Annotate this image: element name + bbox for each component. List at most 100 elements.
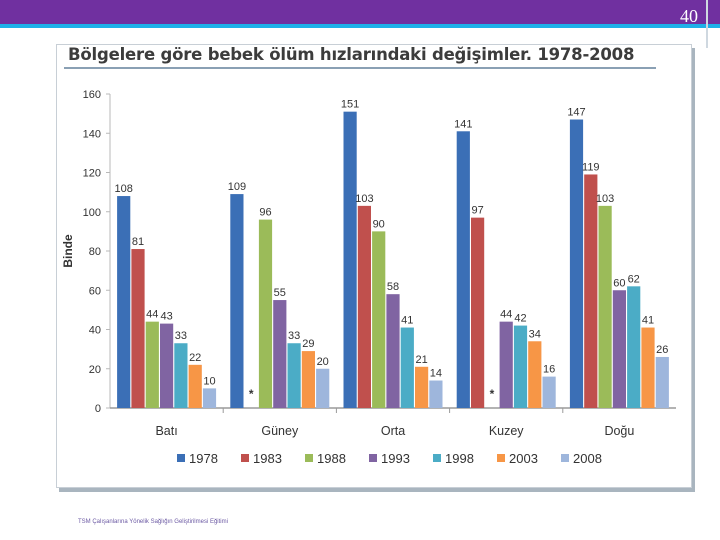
x-tick-label: Güney [261,424,299,438]
bar-1978 [230,194,244,408]
bar-1993 [499,321,513,408]
bar-1998 [513,325,528,408]
y-axis-label: Binde [61,234,75,268]
data-label: 55 [274,287,286,299]
data-label: 10 [203,375,215,387]
chart-title: Bölgelere göre bebek ölüm hızlarındaki d… [68,45,635,64]
legend-label: 1988 [317,451,346,466]
bar-1998 [627,286,641,408]
data-label: 42 [514,313,526,325]
bar-1983 [357,205,371,408]
data-label: 103 [596,193,614,205]
bar-2003 [528,341,542,408]
slide-number: 40 [680,6,698,26]
data-label: 20 [317,356,329,368]
data-label: 41 [642,315,654,327]
bar-1988 [598,205,612,408]
bar-1988 [145,321,159,408]
missing-data-marker: * [249,387,254,401]
legend-label: 2003 [509,451,538,466]
y-tick-label: 100 [83,207,101,219]
y-tick-label: 20 [89,364,101,376]
y-tick-label: 120 [83,168,101,180]
data-label: 62 [628,273,640,285]
x-tick-label: Batı [155,424,177,438]
y-tick-label: 60 [89,285,101,297]
data-label: 44 [146,309,158,321]
data-label: 151 [341,99,359,111]
legend-swatch-2008 [561,454,569,462]
data-label: 96 [259,207,271,219]
footer-text: TSM Çalışanlarına Yönelik Sağlığın Geliş… [78,519,228,525]
bar-2008 [202,388,217,408]
top-accent-line [0,24,720,28]
data-label: 44 [500,309,512,321]
data-label: 14 [430,368,442,380]
legend-swatch-1988 [305,454,313,462]
data-label: 90 [373,218,385,230]
x-tick-label: Kuzey [489,424,524,438]
data-label: 34 [529,328,541,340]
bar-2003 [301,351,315,408]
data-label: 43 [160,311,172,323]
data-label: 16 [543,364,555,376]
missing-data-marker: * [490,387,495,401]
data-label: 26 [656,344,668,356]
y-tick-label: 140 [83,128,101,140]
legend-label: 1998 [445,451,474,466]
bar-1998 [174,343,188,408]
bar-1978 [117,196,131,408]
x-tick-label: Orta [381,424,405,438]
y-tick-label: 80 [89,246,101,258]
bar-2003 [641,327,655,408]
bar-1983 [584,174,598,408]
bar-1988 [372,231,386,408]
bar-1978 [456,131,470,408]
data-label: 141 [454,118,472,130]
bar-2003 [415,366,429,408]
bar-1998 [400,327,414,408]
legend-label: 1983 [253,451,282,466]
data-label: 29 [302,338,314,350]
data-label: 109 [228,181,246,193]
data-label: 119 [582,161,600,173]
data-label: 22 [189,352,201,364]
data-label: 103 [355,193,373,205]
data-label: 147 [567,107,585,119]
y-tick-label: 0 [95,403,101,415]
data-label: 33 [175,330,187,342]
y-tick-label: 40 [89,325,101,337]
bar-2008 [429,380,443,408]
data-label: 58 [387,281,399,293]
data-label: 97 [471,205,483,217]
legend-swatch-1983 [241,454,249,462]
top-band [0,0,720,24]
data-label: 60 [613,277,625,289]
bar-1993 [612,290,626,408]
legend-label: 1993 [381,451,410,466]
legend-swatch-1993 [369,454,377,462]
x-tick-label: Doğu [604,424,634,438]
bar-1978 [343,111,357,408]
data-label: 81 [132,236,144,248]
legend-swatch-1978 [177,454,185,462]
data-label: 108 [115,183,133,195]
bar-2008 [655,356,669,408]
bar-1978 [569,119,584,408]
bar-1993 [273,300,287,408]
data-label: 41 [401,315,413,327]
legend-swatch-1998 [433,454,441,462]
bar-1988 [258,219,273,408]
right-rule [706,0,708,48]
bar-1993 [160,323,174,408]
bar-2008 [542,376,556,408]
legend-swatch-2003 [497,454,505,462]
y-tick-label: 160 [83,89,101,101]
bar-2003 [188,364,202,408]
bar-2008 [316,368,330,408]
bar-1983 [131,249,145,408]
bar-1998 [287,343,301,408]
data-label: 33 [288,330,300,342]
legend-label: 1978 [189,451,218,466]
